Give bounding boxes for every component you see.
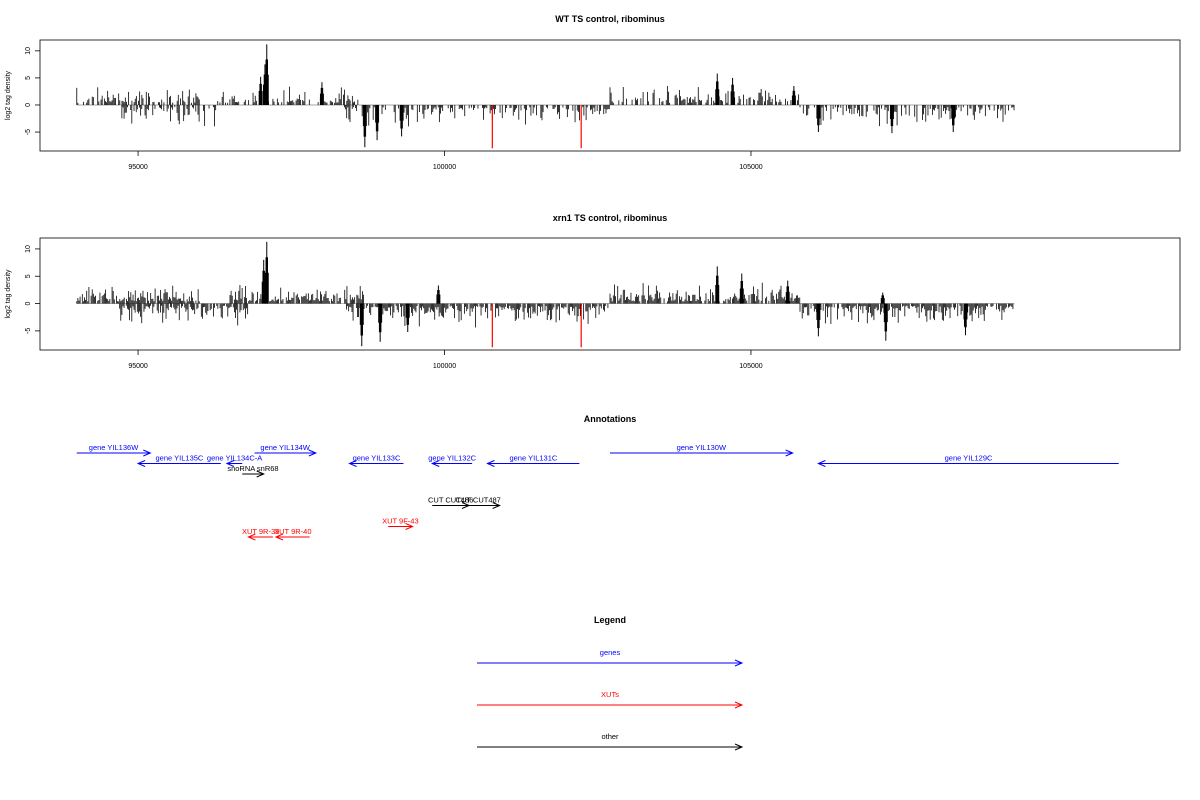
annotation-label: XUT 9R-40 [274,527,311,536]
x-tick-label: 100000 [433,363,456,370]
y-tick-label: 5 [25,76,32,80]
annotation-label: gene YIL129C [945,454,993,463]
annotation-arrowhead [486,460,495,467]
track-panel: xrn1 TS control, ribominus log2 tag densi… [5,213,1181,370]
annotation-arrowhead [143,449,152,457]
legend-label: genes [600,648,621,657]
annotation-arrowhead [348,460,357,467]
legend-arrowhead [734,659,744,667]
annotation-feature: gene YIL129C [817,454,1119,467]
legend-title: Legend [594,615,626,625]
y-axis-label: log2 tag density [5,269,12,319]
y-tick-label: 5 [25,274,32,278]
x-tick-label: 95000 [128,363,148,370]
annotation-arrowhead [256,470,265,478]
annotation-arrowhead [225,460,235,467]
annotation-feature: gene YIL135C [136,454,221,467]
annotation-label: snoRNA snR68 [227,464,278,473]
annotation-arrowhead [247,533,256,541]
x-tick-label: 95000 [128,164,148,171]
x-tick-label: 105000 [739,363,762,370]
legend-item: XUTs [477,690,744,709]
legend-panel: Legend genes XUTs other [477,615,744,751]
annotation-label: CUT CUT486 [428,496,473,505]
x-tick-label: 100000 [433,164,456,171]
y-tick-label: -5 [25,328,32,334]
annotation-label: gene YIL134W [260,443,310,452]
annotation-feature: gene YIL130W [610,443,794,457]
annotation-arrowhead [136,460,146,467]
y-tick-label: 0 [25,302,32,306]
annotation-arrowhead [405,523,414,530]
annotation-arrowhead [308,449,318,457]
legend-item: genes [477,648,744,667]
legend-label: XUTs [601,690,619,699]
annotation-arrowhead [492,502,501,509]
annotation-arrowhead [274,533,284,541]
y-tick-label: 10 [25,47,32,55]
annotation-label: XUT 9R-39 [242,527,279,536]
annotation-arrowhead [785,449,794,457]
y-tick-label: -5 [25,129,32,135]
annotation-feature: gene YIL134W [254,443,318,457]
legend-arrowhead [734,743,744,751]
annotations-title: Annotations [584,414,637,424]
plot-frame [39,39,1181,152]
y-tick-label: 10 [25,245,32,253]
annotation-arrowhead [430,460,440,467]
y-axis-label: log2 tag density [5,70,12,120]
annotation-feature: gene YIL136W [76,443,152,457]
x-tick-label: 105000 [739,164,762,171]
annotation-feature: gene YIL134C-A [207,454,262,467]
legend-arrowhead [734,701,744,709]
annotation-feature: gene YIL132C [428,454,477,467]
annotation-label: gene YIL130W [677,443,727,452]
annotation-label: gene YIL134C-A [207,454,262,463]
annotation-feature: gene YIL131C [486,454,580,467]
annotation-label: gene YIL133C [353,454,401,463]
plot-frame [39,237,1181,351]
panel-title: xrn1 TS control, ribominus [553,213,668,223]
y-tick-label: 0 [25,103,32,107]
annotation-label: gene YIL136W [89,443,139,452]
annotation-feature: XUT 9R-39 [242,527,279,541]
legend-label: other [601,732,619,741]
annotation-label: gene YIL132C [428,454,476,463]
annotation-feature: snoRNA snR68 [227,464,279,478]
annotation-label: gene YIL135C [156,454,204,463]
annotation-label: XUT 9F-43 [382,517,419,526]
annotation-feature: gene YIL133C [348,454,404,467]
legend-item: other [477,732,744,751]
annotation-label: gene YIL131C [509,454,557,463]
annotation-feature: XUT 9F-43 [382,517,419,530]
annotation-feature: CUT CUT487 [456,496,501,509]
annotation-label: CUT CUT487 [456,496,501,505]
track-panel: WT TS control, ribominus log2 tag density… [5,14,1181,171]
annotation-arrowhead [817,460,826,467]
panel-title: WT TS control, ribominus [555,14,665,24]
annotation-feature: XUT 9R-40 [274,527,312,541]
